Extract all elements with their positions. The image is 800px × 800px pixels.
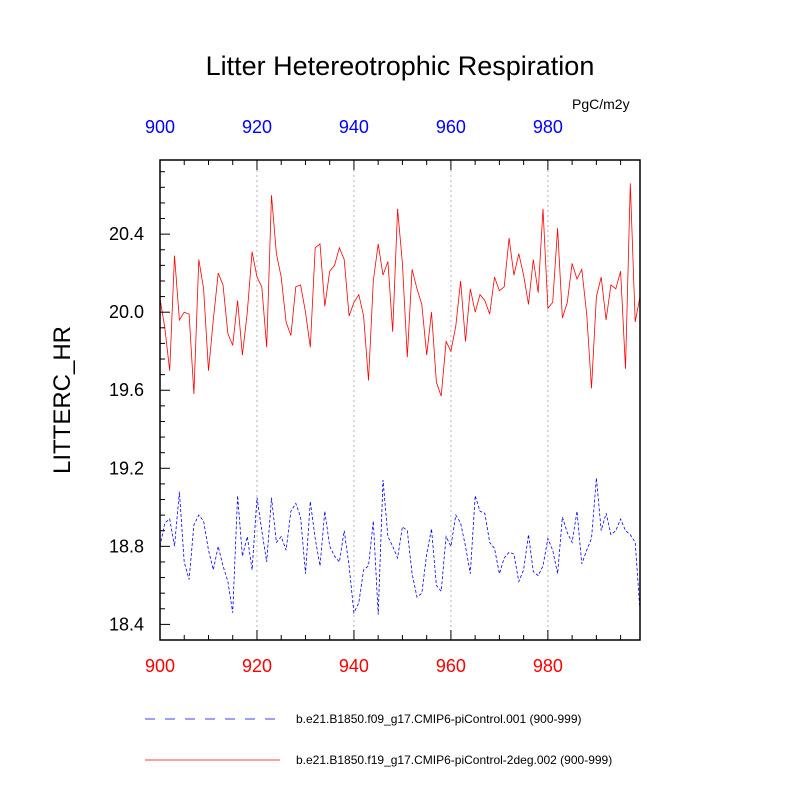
series-line-2 (159, 183, 641, 397)
y-tick-label: 18.4 (109, 614, 144, 634)
x-tick-label-top: 920 (242, 117, 272, 137)
legend-label-1: b.e21.B1850.f09_g17.CMIP6-piControl.001 … (296, 712, 582, 726)
vertical-gridlines (256, 160, 549, 640)
plot-frame (159, 159, 641, 641)
series-line-1 (159, 477, 641, 615)
y-axis-label: LITTERC_HR (49, 326, 76, 474)
y-tick-label: 19.6 (109, 380, 144, 400)
y-tick-label: 20.4 (109, 224, 144, 244)
series-layer (159, 183, 641, 615)
y-tick-label: 20.0 (109, 302, 144, 322)
x-tick-label-top: 980 (533, 117, 563, 137)
x-tick-label-top: 940 (339, 117, 369, 137)
x-tick-label-bottom: 900 (145, 656, 175, 676)
y-tick-label: 19.2 (109, 458, 144, 478)
x-tick-label-bottom: 960 (436, 656, 466, 676)
units-label: PgC/m2y (572, 96, 630, 112)
legend-label-2: b.e21.B1850.f19_g17.CMIP6-piControl-2deg… (296, 753, 612, 767)
x-tick-label-top: 900 (145, 117, 175, 137)
x-tick-label-top: 960 (436, 117, 466, 137)
x-tick-label-bottom: 980 (533, 656, 563, 676)
x-tick-label-bottom: 940 (339, 656, 369, 676)
chart-title: Litter Hetereotrophic Respiration (206, 51, 595, 81)
axes: 900 900 920 920 940 940 960 960 980 980 18.4 18.8 19… (109, 117, 622, 676)
x-tick-label-bottom: 920 (242, 656, 272, 676)
legend: b.e21.B1850.f09_g17.CMIP6-piControl.001 … (145, 712, 612, 767)
y-tick-label: 18.8 (109, 536, 144, 556)
